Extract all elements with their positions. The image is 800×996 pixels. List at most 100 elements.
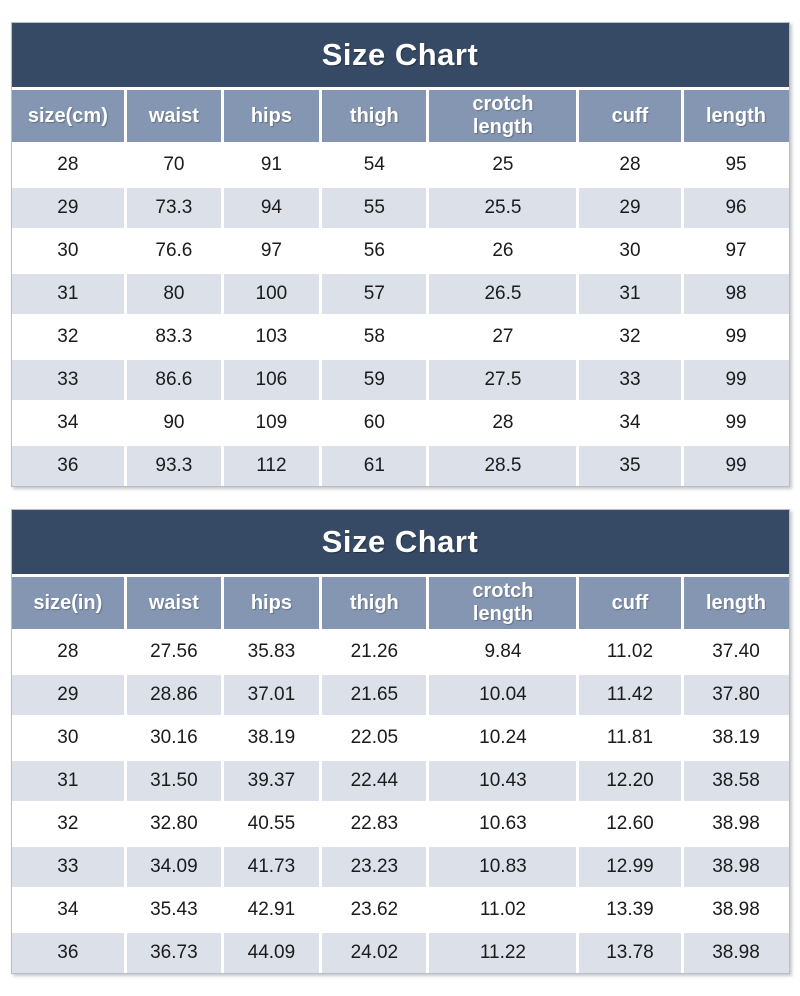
table-cell: 9.84 — [426, 629, 578, 674]
column-header: waist — [124, 90, 223, 144]
column-header: thigh — [319, 577, 428, 631]
table-cell: 32.80 — [124, 801, 223, 846]
table-row: 33 34.09 41.73 23.23 10.83 12.99 38.98 — [11, 844, 789, 889]
column-header: crotch length — [426, 90, 578, 144]
table-cell: 35.83 — [220, 629, 321, 674]
table-cell: 97 — [220, 228, 321, 273]
table-cell: 27.56 — [124, 629, 223, 674]
table-cell: 30 — [576, 228, 683, 273]
table-cell: 59 — [319, 357, 428, 402]
table-cell: 61 — [319, 443, 428, 486]
column-header: hips — [220, 577, 321, 631]
table-cell: 103 — [220, 314, 321, 359]
table-cell: 25.5 — [426, 185, 578, 230]
column-header: cuff — [576, 577, 683, 631]
table-cell: 112 — [220, 443, 321, 486]
table-cell: 10.43 — [426, 758, 578, 803]
table-cell: 40.55 — [220, 801, 321, 846]
table-cell: 60 — [319, 400, 428, 445]
table-cell: 27.5 — [426, 357, 578, 402]
table-cell: 35 — [576, 443, 683, 486]
table-cell: 24.02 — [319, 930, 428, 973]
table-cell: 28 — [426, 400, 578, 445]
column-header-label: crotch length — [472, 93, 534, 138]
table-cell: 29 — [576, 185, 683, 230]
table-cell: 73.3 — [124, 185, 223, 230]
table-cell: 28 — [11, 142, 126, 187]
column-header: thigh — [319, 90, 428, 144]
table-cell: 57 — [319, 271, 428, 316]
table-row: 28 27.56 35.83 21.26 9.84 11.02 37.40 — [11, 629, 789, 674]
table-row: 36 93.3 112 61 28.5 35 99 — [11, 443, 789, 486]
table-cell: 28 — [576, 142, 683, 187]
table-cell: 98 — [680, 271, 789, 316]
table-title: Size Chart — [11, 510, 789, 577]
table-cell: 38.98 — [680, 844, 789, 889]
table-cell: 99 — [680, 357, 789, 402]
table-cell: 36 — [11, 930, 126, 973]
table-cell: 38.98 — [680, 801, 789, 846]
table-cell: 22.83 — [319, 801, 428, 846]
table-row: 28 70 91 54 25 28 95 — [11, 142, 789, 187]
table-cell: 11.42 — [576, 672, 683, 717]
table-cell: 21.26 — [319, 629, 428, 674]
table-row: 30 30.16 38.19 22.05 10.24 11.81 38.19 — [11, 715, 789, 760]
table-row: 29 73.3 94 55 25.5 29 96 — [11, 185, 789, 230]
column-header-label: length — [706, 104, 766, 127]
column-header-label: thigh — [349, 104, 399, 127]
table-cell: 76.6 — [124, 228, 223, 273]
column-header: length — [680, 577, 789, 631]
column-header-label: crotch length — [472, 580, 534, 625]
table-cell: 38.19 — [220, 715, 321, 760]
table-cell: 11.02 — [426, 887, 578, 932]
table-cell: 99 — [680, 443, 789, 486]
column-header: crotch length — [426, 577, 578, 631]
column-header-label: waist — [148, 591, 199, 614]
table-cell: 29 — [11, 672, 126, 717]
header-row: size(in) waist hips thigh crotch length cuff l… — [11, 577, 789, 631]
table-cell: 33 — [11, 357, 126, 402]
column-header: waist — [124, 577, 223, 631]
table-row: 31 31.50 39.37 22.44 10.43 12.20 38.58 — [11, 758, 789, 803]
table-cell: 36 — [11, 443, 126, 486]
table-cell: 93.3 — [124, 443, 223, 486]
table-cell: 106 — [220, 357, 321, 402]
table-cell: 26.5 — [426, 271, 578, 316]
table-row: 30 76.6 97 56 26 30 97 — [11, 228, 789, 273]
table-cell: 28.5 — [426, 443, 578, 486]
table-cell: 41.73 — [220, 844, 321, 889]
table-cell: 12.60 — [576, 801, 683, 846]
table-cell: 37.01 — [220, 672, 321, 717]
table-cell: 38.19 — [680, 715, 789, 760]
table-cell: 28 — [11, 629, 126, 674]
table-cell: 30 — [11, 715, 126, 760]
table-cell: 29 — [11, 185, 126, 230]
table-cell: 34 — [11, 887, 126, 932]
table-cell: 11.22 — [426, 930, 578, 973]
table-cell: 31 — [576, 271, 683, 316]
size-table-cm: size(cm) waist hips thigh crotch length cuff l… — [11, 90, 789, 486]
table-cell: 34 — [576, 400, 683, 445]
table-cell: 58 — [319, 314, 428, 359]
table-row: 36 36.73 44.09 24.02 11.22 13.78 38.98 — [11, 930, 789, 973]
table-cell: 13.78 — [576, 930, 683, 973]
table-cell: 33 — [11, 844, 126, 889]
table-cell: 36.73 — [124, 930, 223, 973]
table-cell: 25 — [426, 142, 578, 187]
table-cell: 22.44 — [319, 758, 428, 803]
table-cell: 70 — [124, 142, 223, 187]
table-cell: 39.37 — [220, 758, 321, 803]
table-row: 32 83.3 103 58 27 32 99 — [11, 314, 789, 359]
table-cell: 94 — [220, 185, 321, 230]
table-cell: 83.3 — [124, 314, 223, 359]
table-cell: 86.6 — [124, 357, 223, 402]
table-row: 34 35.43 42.91 23.62 11.02 13.39 38.98 — [11, 887, 789, 932]
table-row: 31 80 100 57 26.5 31 98 — [11, 271, 789, 316]
column-header: cuff — [576, 90, 683, 144]
table-cell: 12.99 — [576, 844, 683, 889]
table-cell: 32 — [11, 314, 126, 359]
table-cell: 32 — [576, 314, 683, 359]
column-header-label: hips — [250, 591, 292, 614]
table-cell: 22.05 — [319, 715, 428, 760]
table-cell: 28.86 — [124, 672, 223, 717]
